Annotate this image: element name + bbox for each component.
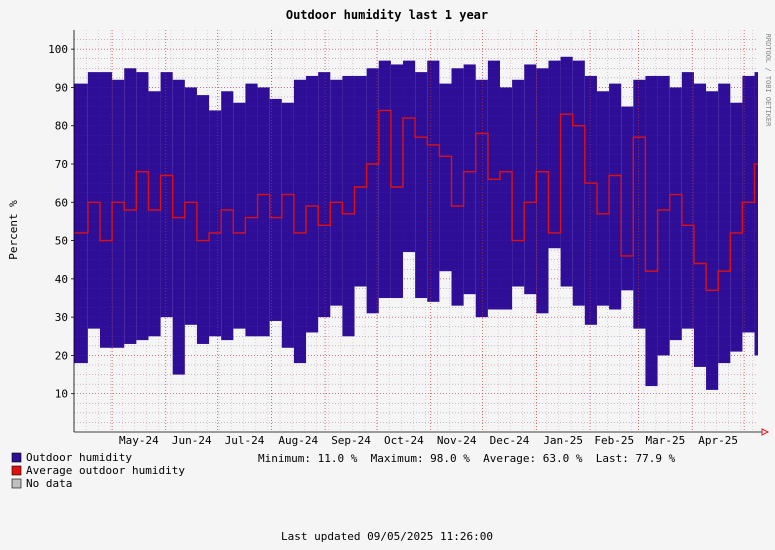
humidity-band (318, 72, 331, 318)
humidity-band (536, 68, 549, 314)
humidity-band (609, 83, 622, 310)
humidity-band (730, 102, 743, 352)
humidity-band (124, 68, 137, 344)
humidity-band (306, 75, 319, 333)
humidity-band (378, 60, 391, 298)
legend-swatch (11, 452, 22, 463)
humidity-band (196, 95, 210, 344)
x-axis-arrow (761, 428, 770, 436)
y-tick-label: 10 (55, 388, 68, 401)
humidity-band (693, 83, 707, 367)
humidity-band (596, 91, 610, 306)
humidity-band (706, 91, 719, 390)
legend-label: Outdoor humidity (26, 451, 132, 464)
humidity-band (184, 87, 197, 325)
x-tick-label: Aug-24 (278, 434, 318, 447)
legend-item: Outdoor humidity (11, 451, 132, 464)
watermark: RRDTOOL / TOBI OETIKER (764, 34, 772, 128)
y-axis-label: Percent % (7, 200, 20, 260)
humidity-band (74, 83, 88, 364)
humidity-band (87, 72, 100, 329)
humidity-band (524, 64, 537, 295)
humidity-band (112, 79, 125, 348)
humidity-band (499, 87, 513, 310)
humidity-band (354, 75, 367, 287)
humidity-band (669, 87, 682, 341)
humidity-band (160, 72, 173, 318)
legend-item: No data (11, 477, 72, 490)
humidity-band (463, 64, 476, 295)
legend-swatch (11, 478, 22, 489)
humidity-band (584, 75, 597, 325)
humidity-bands (74, 56, 758, 390)
x-tick-label: Dec-24 (490, 434, 530, 447)
legend-item: Average outdoor humidity (11, 464, 185, 477)
humidity-band (342, 75, 355, 337)
humidity-band (742, 75, 755, 333)
axes (71, 30, 770, 436)
y-tick-label: 80 (55, 120, 68, 133)
humidity-band (451, 68, 464, 306)
x-tick-label: Nov-24 (437, 434, 477, 447)
humidity-band (633, 79, 646, 329)
humidity-band (657, 75, 670, 356)
chart-title: Outdoor humidity last 1 year (286, 8, 488, 22)
y-tick-labels: 10 20 30 40 50 60 70 80 90 100 (48, 43, 68, 401)
humidity-band (681, 72, 694, 329)
x-tick-label: Feb-25 (594, 434, 634, 447)
humidity-band (487, 60, 500, 310)
humidity-band (148, 91, 161, 337)
humidity-band (330, 79, 343, 306)
average-line (74, 109, 758, 291)
humidity-band (281, 102, 294, 348)
humidity-band (475, 79, 488, 318)
x-tick-labels: May-24 Jun-24 Jul-24 Aug-24 Sep-24 Oct-24 Nov-… (119, 434, 738, 447)
x-tick-label: Oct-24 (384, 434, 424, 447)
humidity-band (645, 75, 658, 387)
y-tick-label: 70 (55, 158, 68, 171)
legend: Outdoor humidity Average outdoor humidit… (11, 451, 185, 490)
humidity-band (172, 79, 185, 375)
y-tick-label: 20 (55, 349, 68, 362)
humidity-band (621, 106, 634, 291)
humidity-band (136, 72, 149, 341)
legend-label: Average outdoor humidity (26, 464, 185, 477)
y-tick-label: 50 (55, 235, 68, 248)
humidity-band (390, 64, 404, 298)
humidity-band (245, 83, 258, 337)
grid-overlay (74, 30, 758, 432)
x-tick-label: Jun-24 (172, 434, 212, 447)
humidity-band (427, 60, 440, 302)
legend-swatch (11, 465, 22, 476)
y-tick-label: 30 (55, 311, 68, 324)
x-tick-label: May-24 (119, 434, 159, 447)
legend-label: No data (26, 477, 72, 490)
x-tick-label: Jan-25 (543, 434, 583, 447)
stats-line: Minimum: 11.0 % Maximum: 98.0 % Average:… (258, 452, 676, 465)
x-tick-label: Apr-25 (698, 434, 738, 447)
x-tick-label: Mar-25 (645, 434, 685, 447)
last-updated: Last updated 09/05/2025 11:26:00 (281, 530, 493, 543)
humidity-band (415, 72, 428, 298)
humidity-band (560, 56, 573, 287)
humidity-band (403, 60, 416, 253)
humidity-band (99, 72, 113, 348)
humidity-band (233, 102, 246, 329)
y-tick-label: 100 (48, 43, 68, 56)
y-tick-label: 60 (55, 196, 68, 209)
humidity-band (754, 72, 758, 356)
humidity-band (718, 83, 731, 364)
x-tick-label: Jul-24 (225, 434, 265, 447)
humidity-band (439, 83, 452, 272)
humidity-band (209, 110, 222, 337)
humidity-band (366, 68, 379, 314)
humidity-band (221, 91, 234, 341)
y-tick-label: 90 (55, 81, 68, 94)
y-tick-label: 40 (55, 273, 68, 286)
x-tick-label: Sep-24 (331, 434, 371, 447)
